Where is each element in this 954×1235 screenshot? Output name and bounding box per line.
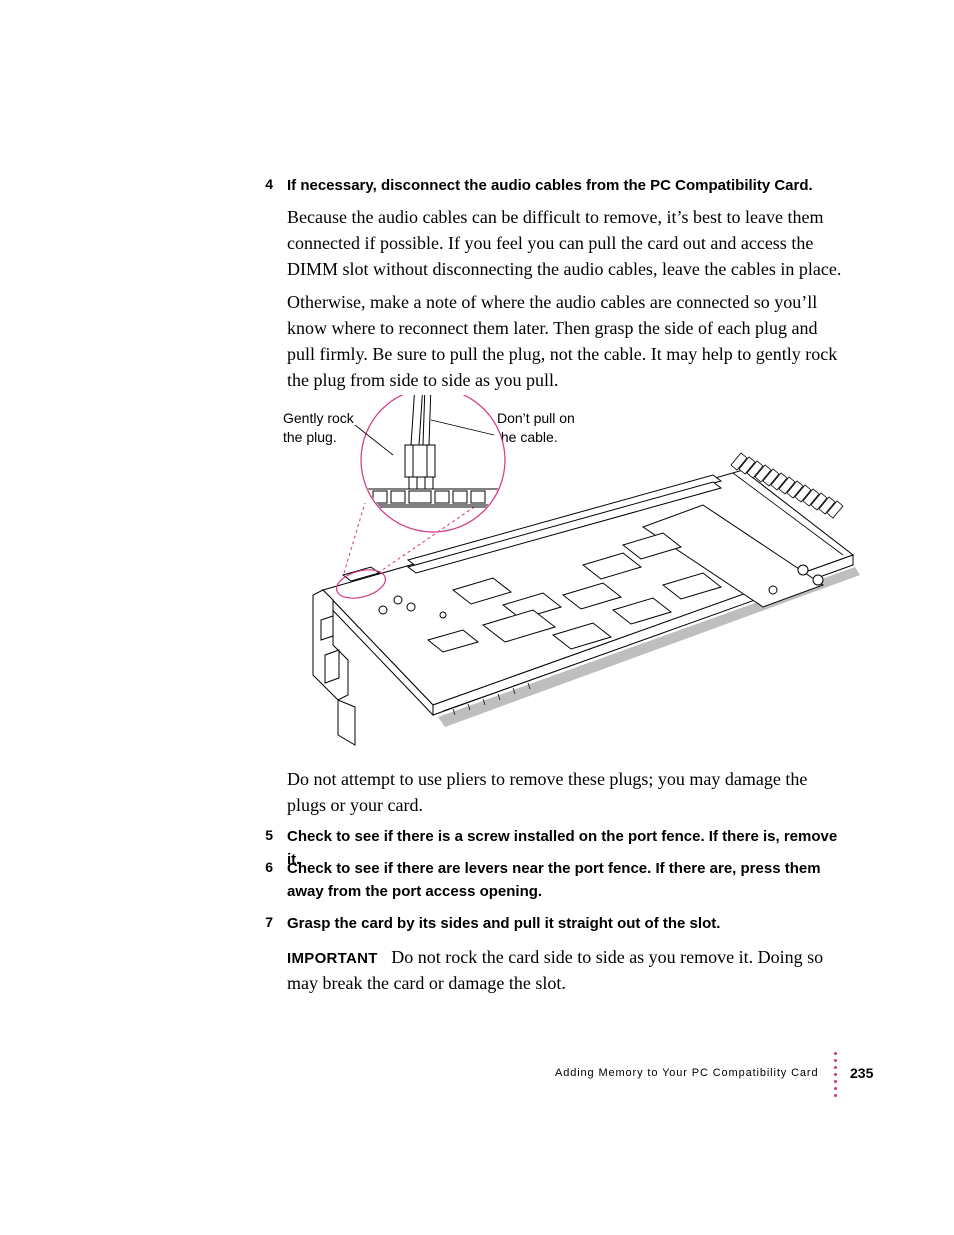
step-7-number: 7 — [253, 914, 273, 930]
step-4-number: 4 — [253, 176, 273, 192]
footer-section-title: Adding Memory to Your PC Compatibility C… — [555, 1067, 818, 1079]
page: 4 If necessary, disconnect the audio cab… — [0, 0, 954, 1235]
step-4-heading: If necessary, disconnect the audio cable… — [287, 175, 847, 198]
step-6-heading: Check to see if there are levers near th… — [287, 858, 847, 903]
important-label: IMPORTANT — [287, 950, 378, 967]
step-4-para-3: Do not attempt to use pliers to remove t… — [287, 766, 847, 818]
footer-dots — [832, 1048, 838, 1101]
step-4-para-2: Otherwise, make a note of where the audi… — [287, 289, 847, 393]
footer-page-number: 235 — [850, 1065, 873, 1081]
step-7-heading: Grasp the card by its sides and pull it … — [287, 913, 847, 936]
step-6-number: 6 — [253, 859, 273, 875]
important-paragraph: IMPORTANT Do not rock the card side to s… — [287, 944, 847, 996]
step-4-para-1: Because the audio cables can be difficul… — [287, 204, 847, 282]
step-5-number: 5 — [253, 827, 273, 843]
diagram-illustration — [283, 395, 863, 755]
